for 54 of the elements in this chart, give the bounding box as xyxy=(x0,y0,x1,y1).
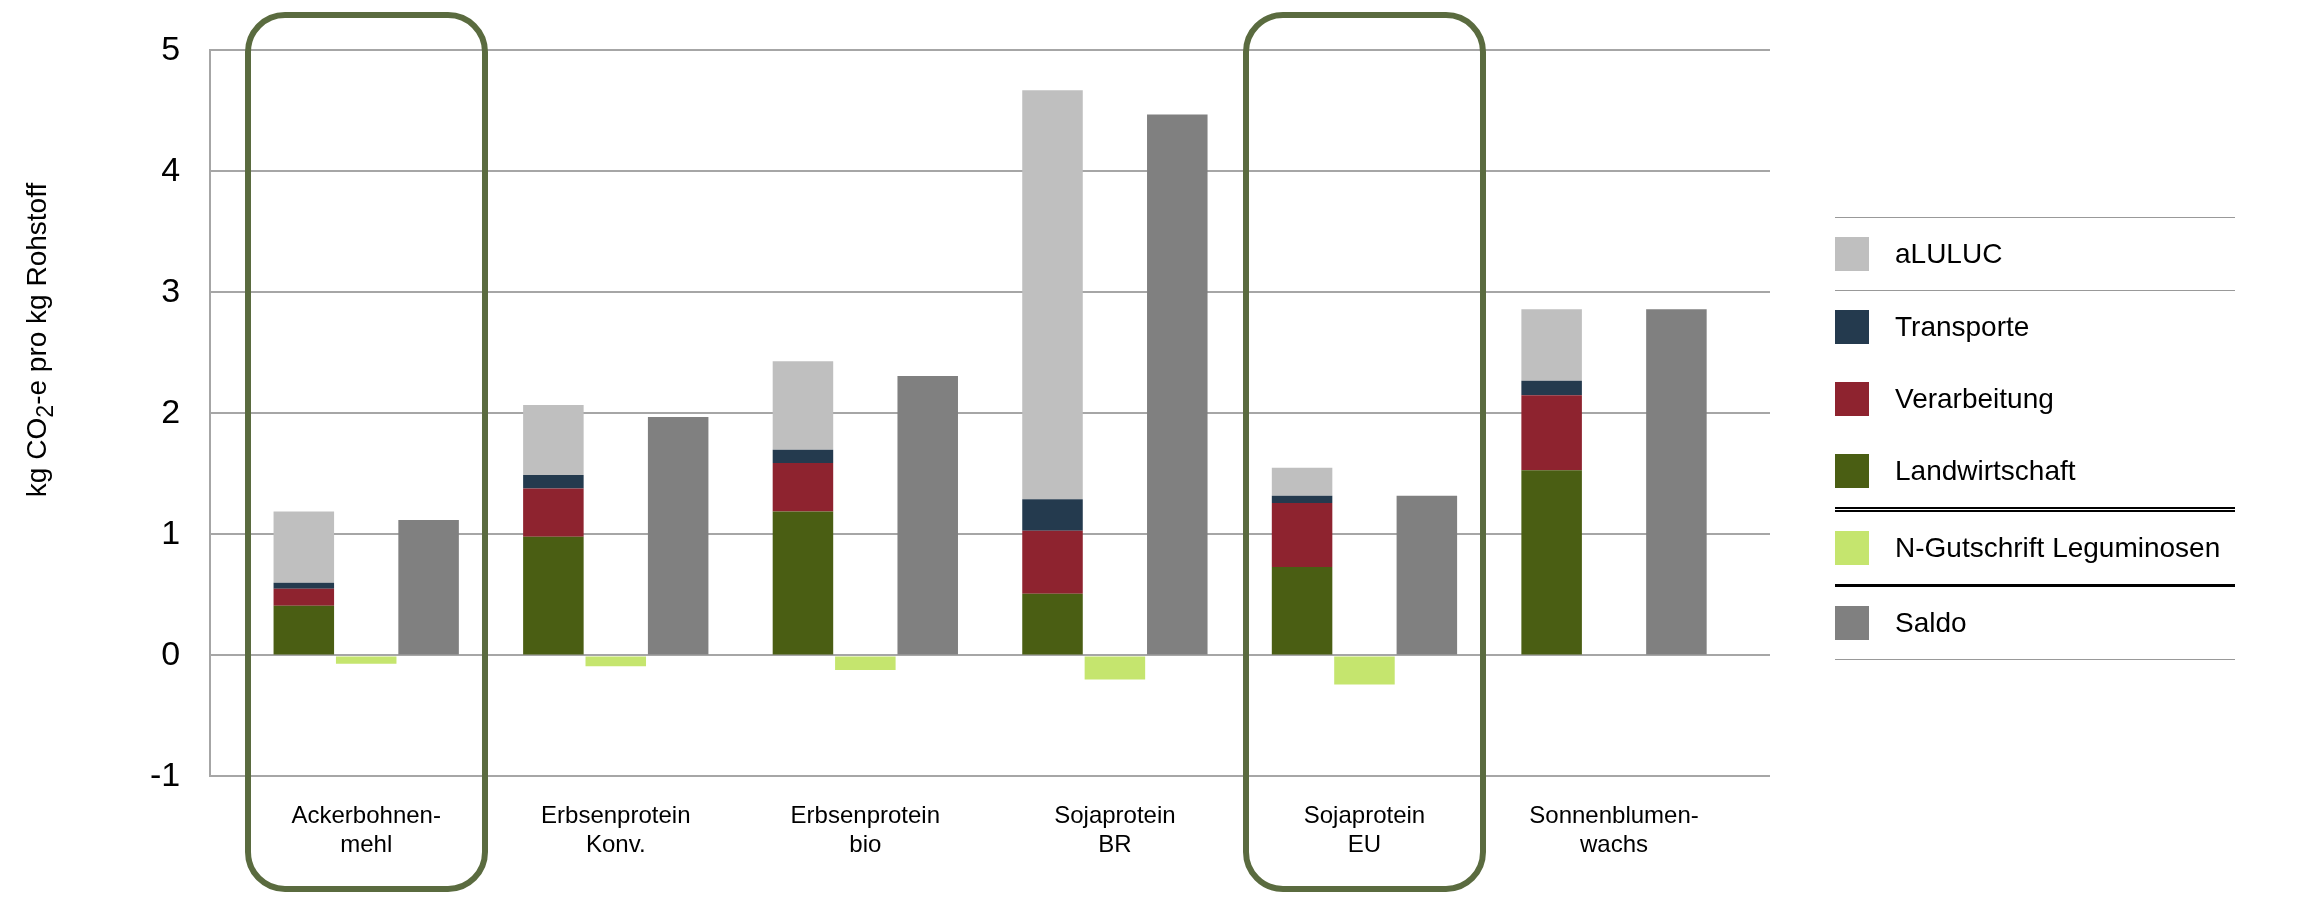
bar xyxy=(1022,90,1083,500)
legend-label: Verarbeitung xyxy=(1895,383,2054,415)
bar xyxy=(273,605,335,655)
y-tick-label: -1 xyxy=(150,754,181,793)
bar xyxy=(835,656,896,670)
x-tick-label: Erbsenprotein Konv. xyxy=(541,801,691,858)
bar xyxy=(1271,467,1333,496)
legend-label: aLULUC xyxy=(1895,238,2003,270)
y-tick-label: 0 xyxy=(161,633,181,672)
bar xyxy=(1271,502,1333,568)
bar xyxy=(273,588,335,606)
bar xyxy=(273,582,335,589)
bar xyxy=(523,488,584,537)
bar xyxy=(523,475,584,489)
x-tick-label: Sojaprotein EU xyxy=(1303,801,1426,858)
bar xyxy=(1521,380,1582,396)
bar xyxy=(1521,395,1582,471)
bar xyxy=(1521,309,1582,381)
bar xyxy=(1022,499,1083,531)
y-tick-label: 4 xyxy=(161,149,181,188)
legend-label: Landwirtschaft xyxy=(1895,455,2076,487)
legend-label: Transporte xyxy=(1895,311,2030,343)
bar xyxy=(585,656,647,667)
bar xyxy=(1334,656,1395,685)
bar xyxy=(1147,114,1208,655)
y-tick-label: 5 xyxy=(161,28,181,67)
bar xyxy=(1022,530,1083,594)
bar xyxy=(1396,495,1458,655)
bar xyxy=(647,417,709,655)
x-tick-label: Sojaprotein BR xyxy=(1054,801,1176,858)
bar xyxy=(897,375,958,655)
bar xyxy=(1271,567,1333,655)
bar xyxy=(772,511,834,655)
legend-label: Saldo xyxy=(1895,607,1967,639)
x-tick-label: Ackerbohnen- mehl xyxy=(291,801,441,858)
bar xyxy=(523,536,584,655)
bar xyxy=(1521,470,1582,655)
bar xyxy=(772,361,834,450)
x-tick-label: Erbsenprotein bio xyxy=(790,801,941,858)
bar xyxy=(772,463,834,512)
bar xyxy=(1646,309,1707,655)
bar xyxy=(1022,593,1083,655)
bar xyxy=(1084,656,1146,680)
bar xyxy=(1271,495,1333,503)
bar xyxy=(772,449,834,464)
bar xyxy=(335,656,397,664)
bar xyxy=(523,404,584,476)
y-tick-label: 1 xyxy=(161,512,181,551)
bar xyxy=(273,511,335,583)
x-tick-label: Sonnenblumen- wachs xyxy=(1529,801,1699,858)
legend-label: N-Gutschrift Leguminosen xyxy=(1895,532,2221,564)
bar xyxy=(398,519,459,655)
y-tick-label: 2 xyxy=(161,391,181,430)
y-tick-label: 3 xyxy=(161,270,181,309)
